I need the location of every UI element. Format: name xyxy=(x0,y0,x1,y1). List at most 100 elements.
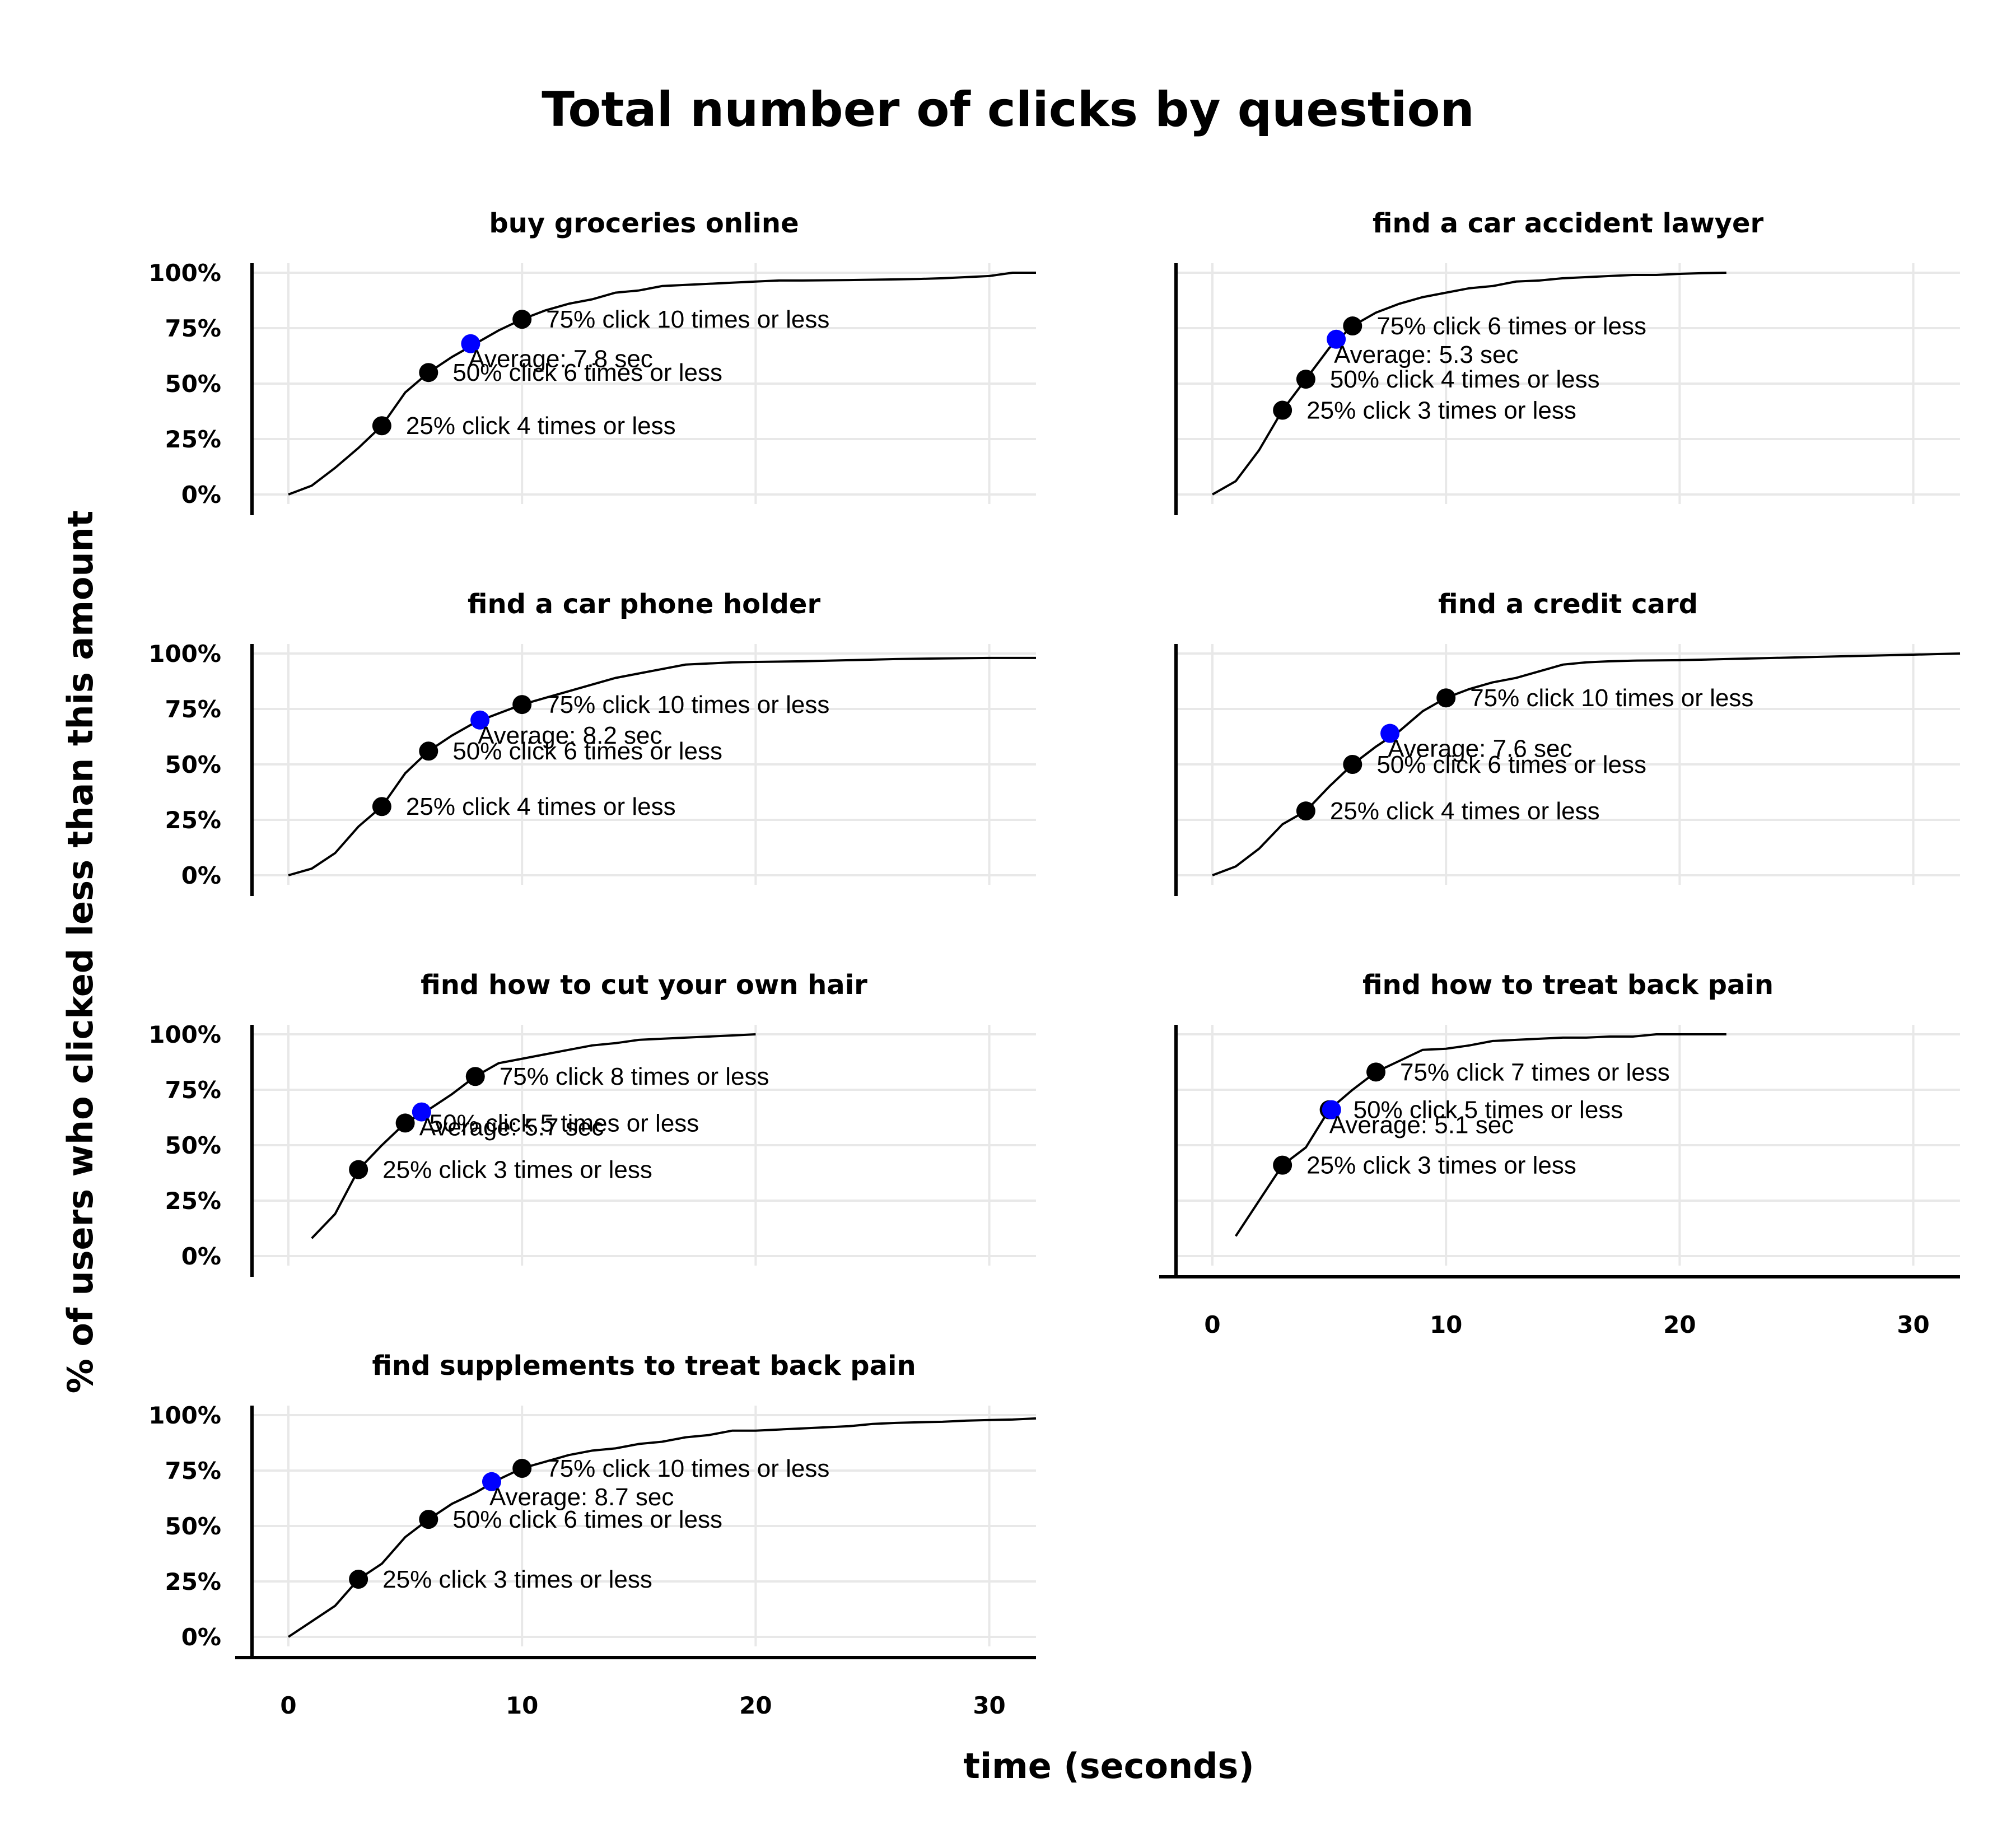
quartile-label: 25% click 3 times or less xyxy=(382,1156,652,1184)
average-point xyxy=(482,1472,501,1491)
quartile-label: 50% click 5 times or less xyxy=(1354,1096,1623,1124)
average-label: Average: 7.6 sec xyxy=(1388,735,1572,763)
average-point xyxy=(412,1102,431,1122)
x-tick-label: 30 xyxy=(973,1692,1005,1719)
quartile-label: 25% click 4 times or less xyxy=(406,793,676,820)
quartile-label: 50% click 6 times or less xyxy=(452,738,722,765)
average-point xyxy=(1380,724,1400,743)
quartile-label: 50% click 5 times or less xyxy=(430,1109,699,1137)
quartile-label: 25% click 4 times or less xyxy=(406,412,676,440)
x-tick-label: 0 xyxy=(1204,1311,1220,1338)
y-tick-label: 50% xyxy=(165,1132,221,1159)
average-point xyxy=(461,334,480,353)
quartile-point xyxy=(419,741,438,761)
y-tick-label: 25% xyxy=(165,1187,221,1215)
x-tick-label: 10 xyxy=(1430,1311,1462,1338)
quartile-label: 25% click 4 times or less xyxy=(1330,797,1600,825)
quartile-point xyxy=(1296,801,1315,821)
series-line xyxy=(1235,1033,1726,1237)
quartile-label: 50% click 6 times or less xyxy=(452,359,722,386)
y-tick-label: 75% xyxy=(165,696,221,723)
quartile-label: 50% click 6 times or less xyxy=(452,1506,722,1533)
quartile-label: 50% click 6 times or less xyxy=(1376,751,1646,778)
quartile-point xyxy=(465,1067,485,1086)
average-point xyxy=(1322,1100,1341,1119)
panel-title: buy groceries online xyxy=(489,208,799,239)
panel-title: find supplements to treat back pain xyxy=(372,1350,916,1382)
quartile-point xyxy=(419,363,438,382)
quartile-label: 75% click 10 times or less xyxy=(546,691,829,718)
average-label: Average: 7.8 sec xyxy=(468,346,652,373)
quartile-label: 25% click 3 times or less xyxy=(382,1566,652,1593)
y-tick-label: 100% xyxy=(148,259,221,287)
quartile-label: 75% click 6 times or less xyxy=(1376,312,1646,340)
quartile-label: 25% click 3 times or less xyxy=(1306,1152,1576,1179)
quartile-point xyxy=(1436,688,1456,708)
average-point xyxy=(1327,329,1346,349)
y-tick-label: 100% xyxy=(148,640,221,668)
panel-title: find a credit card xyxy=(1438,589,1698,620)
x-tick-label: 20 xyxy=(1663,1311,1696,1338)
quartile-label: 75% click 8 times or less xyxy=(500,1063,769,1090)
series-line xyxy=(1212,272,1726,496)
y-tick-label: 25% xyxy=(165,806,221,834)
panel-1: buy groceries online 0% 25% 50% 75% 100% 25% c… xyxy=(148,208,1036,515)
x-tick-label: 30 xyxy=(1897,1311,1929,1338)
y-tick-label: 75% xyxy=(165,1076,221,1104)
y-tick-label: 0% xyxy=(181,481,221,508)
quartile-point xyxy=(349,1570,368,1589)
panel-title: find how to cut your own hair xyxy=(421,969,867,1001)
panel-5: find how to cut your own hair 0% 25% 50% 75%… xyxy=(148,969,1036,1277)
quartile-point xyxy=(1343,755,1362,774)
panel-title: find a car phone holder xyxy=(468,589,821,620)
y-tick-label: 75% xyxy=(165,315,221,342)
quartile-point xyxy=(372,797,391,816)
quartile-point xyxy=(395,1113,415,1133)
quartile-point xyxy=(1296,370,1315,389)
average-label: Average: 8.2 sec xyxy=(478,722,662,749)
x-tick-label: 0 xyxy=(280,1692,296,1719)
quartile-point xyxy=(419,1510,438,1529)
x-tick-label: 10 xyxy=(506,1692,538,1719)
panel-6: find how to treat back pain 0 10 20 30 25% cl… xyxy=(1159,969,1960,1338)
panel-title: find a car accident lawyer xyxy=(1373,208,1764,239)
quartile-point xyxy=(372,416,391,436)
series-line xyxy=(288,656,1036,876)
panel-3: find a car phone holder 0% 25% 50% 75% 100% 25… xyxy=(148,589,1036,896)
panel-2: find a car accident lawyer 25% click 3 ti… xyxy=(1174,208,1960,515)
y-tick-label: 50% xyxy=(165,1513,221,1540)
quartile-label: 25% click 3 times or less xyxy=(1306,397,1576,424)
y-tick-label: 25% xyxy=(165,1568,221,1595)
chart-title: Total number of clicks by question xyxy=(542,82,1474,138)
y-tick-label: 25% xyxy=(165,426,221,453)
quartile-label: 75% click 10 times or less xyxy=(1470,684,1753,712)
quartile-point xyxy=(349,1160,368,1179)
y-tick-label: 100% xyxy=(148,1021,221,1048)
y-tick-label: 75% xyxy=(165,1457,221,1485)
x-tick-label: 20 xyxy=(739,1692,772,1719)
quartile-label: 75% click 10 times or less xyxy=(546,306,829,333)
series-line xyxy=(287,1417,1037,1638)
panel-4: find a credit card 25% click 4 times or l… xyxy=(1174,589,1961,896)
quartile-point xyxy=(512,1459,532,1478)
y-tick-label: 0% xyxy=(181,1623,221,1651)
quartile-label: 75% click 7 times or less xyxy=(1400,1058,1670,1086)
quartile-label: 50% click 4 times or less xyxy=(1330,366,1600,393)
quartile-point xyxy=(512,310,532,329)
y-axis-title: % of users who clicked less than this am… xyxy=(60,511,101,1394)
average-label: Average: 5.1 sec xyxy=(1329,1112,1514,1139)
quartile-point xyxy=(1366,1062,1386,1082)
average-label: Average: 5.3 sec xyxy=(1334,341,1518,368)
quartile-point xyxy=(1273,1155,1292,1175)
quartile-label: 75% click 10 times or less xyxy=(546,1455,829,1482)
quartile-point xyxy=(512,695,532,715)
x-axis-title: time (seconds) xyxy=(963,1746,1254,1786)
average-label: Average: 8.7 sec xyxy=(489,1483,674,1511)
y-tick-label: 100% xyxy=(148,1402,221,1429)
average-point xyxy=(470,710,490,730)
panel-7: find supplements to treat back pain 0% 25%… xyxy=(148,1350,1037,1719)
series-line xyxy=(311,1033,756,1239)
